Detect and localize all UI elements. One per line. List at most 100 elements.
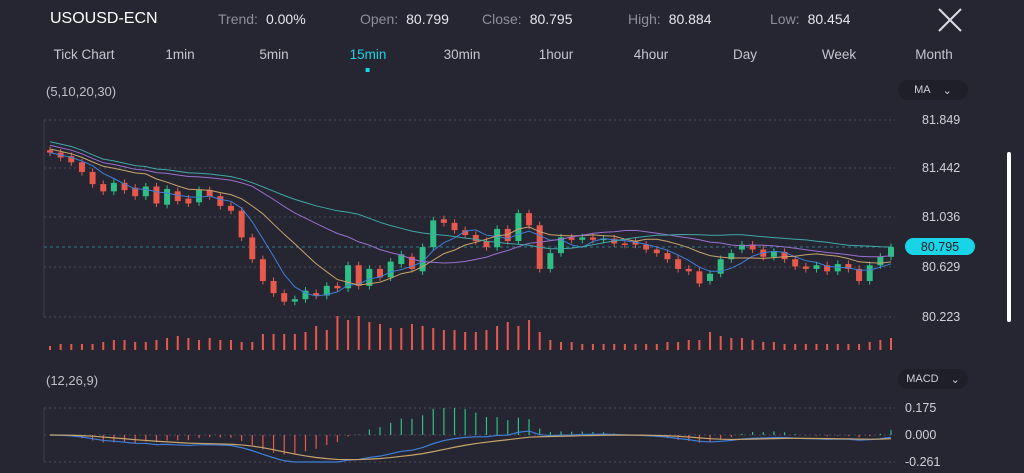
volume-bar <box>581 344 584 350</box>
candle-body <box>738 244 745 250</box>
stat-label: Low: <box>770 11 800 27</box>
tab-4hour[interactable]: 4hour <box>634 47 669 62</box>
volume-bar <box>474 332 477 350</box>
candle-body <box>547 253 554 269</box>
timeframe-tabs: Tick Chart 1min 5min 15min 30min 1hour 4hour Da… <box>0 47 1024 72</box>
volume-bar <box>879 340 882 350</box>
macd-params: (12,26,9) <box>46 373 99 388</box>
volume-bar <box>410 324 413 350</box>
candle-body <box>781 251 788 260</box>
tab-label: Month <box>915 47 953 62</box>
candle-body <box>47 150 53 153</box>
candle-body <box>589 237 596 240</box>
candle-body <box>557 237 564 254</box>
close-button[interactable] <box>936 6 964 34</box>
volume-bar <box>144 342 147 350</box>
volume-bar <box>570 342 573 350</box>
candle-body <box>323 285 330 296</box>
volume-bar <box>709 332 712 350</box>
tab-label: 4hour <box>633 47 669 62</box>
stat-low: Low: 80.454 <box>770 11 850 27</box>
candle-body <box>270 281 277 294</box>
candle-body <box>355 265 362 286</box>
volume-bar <box>251 342 254 350</box>
current-price-badge: 80.795 <box>905 238 975 255</box>
macd-indicator-dropdown[interactable]: MACD ⌄ <box>898 369 968 389</box>
volume-bar <box>59 344 62 350</box>
volume-bar <box>134 342 137 350</box>
candle-body <box>132 187 139 197</box>
ma-indicator-dropdown[interactable]: MA ⌄ <box>898 80 968 100</box>
volume-bar <box>517 326 520 350</box>
volume-bar <box>155 340 158 350</box>
candle-body <box>68 156 75 163</box>
volume-bar <box>453 330 456 350</box>
volume-bar <box>528 320 531 350</box>
volume-bar <box>70 344 73 350</box>
ma10-line <box>49 148 892 286</box>
stat-label: High: <box>628 11 661 27</box>
stat-close: Close: 80.795 <box>482 11 573 27</box>
volume-bar <box>123 340 126 350</box>
close-x-icon <box>938 8 962 32</box>
candle-body <box>770 251 777 257</box>
candle-body <box>600 238 607 241</box>
candle-body <box>643 244 650 250</box>
volume-bar <box>677 342 680 350</box>
volume-bar <box>815 344 818 350</box>
macd-tick-label: -0.261 <box>905 455 941 469</box>
volume-bar <box>591 344 594 350</box>
macd-dif-line <box>49 430 892 463</box>
candle-body <box>430 220 437 248</box>
tab-1hour[interactable]: 1hour <box>539 47 574 62</box>
volume-bar <box>304 332 307 350</box>
stat-value: 80.454 <box>807 11 851 27</box>
candle-body <box>685 268 692 272</box>
tab-month[interactable]: Month <box>915 47 953 62</box>
tab-tick-chart[interactable]: Tick Chart <box>53 47 114 62</box>
tab-label: 30min <box>443 47 481 62</box>
volume-bar <box>91 344 94 350</box>
candle-body <box>78 162 85 172</box>
price-tick-label: 80.629 <box>922 260 961 274</box>
stat-value: 80.884 <box>668 11 712 27</box>
volume-bar <box>325 330 328 350</box>
volume-bar <box>730 338 733 350</box>
volume-bar <box>432 328 435 350</box>
active-indicator <box>366 68 370 72</box>
volume-bar <box>847 344 850 350</box>
tab-30min[interactable]: 30min <box>444 47 481 62</box>
volume-bar <box>229 340 232 350</box>
stat-label: Trend: <box>218 11 258 27</box>
tab-week[interactable]: Week <box>822 47 856 62</box>
volume-bar <box>166 338 169 350</box>
candle-body <box>302 290 309 300</box>
candle-body <box>451 222 458 231</box>
stat-open: Open: 80.799 <box>360 11 449 27</box>
macd-tick-label: 0.000 <box>905 428 937 442</box>
tab-15min[interactable]: 15min <box>349 47 387 72</box>
scrollbar[interactable] <box>1007 152 1011 322</box>
candle-body <box>387 261 394 278</box>
volume-bar <box>613 344 616 350</box>
candle-body <box>483 241 490 248</box>
volume-bar <box>506 322 509 350</box>
candle-body <box>856 268 863 282</box>
candle-body <box>419 247 426 272</box>
tab-label: Day <box>732 47 758 62</box>
tab-day[interactable]: Day <box>733 47 757 62</box>
candle-body <box>174 191 181 202</box>
chevron-down-icon: ⌄ <box>942 84 952 97</box>
chevron-down-icon: ⌄ <box>950 373 960 386</box>
macd-dea-line <box>49 434 892 461</box>
tab-1min[interactable]: 1min <box>165 47 194 62</box>
tab-5min[interactable]: 5min <box>259 47 288 62</box>
volume-bar <box>389 328 392 350</box>
volume-bar <box>464 332 467 350</box>
tab-label: 15min <box>349 47 387 62</box>
volume-bar <box>655 344 658 350</box>
candle-body <box>866 265 873 282</box>
macd-dropdown-label: MACD <box>906 373 939 385</box>
candle-body <box>621 243 628 245</box>
